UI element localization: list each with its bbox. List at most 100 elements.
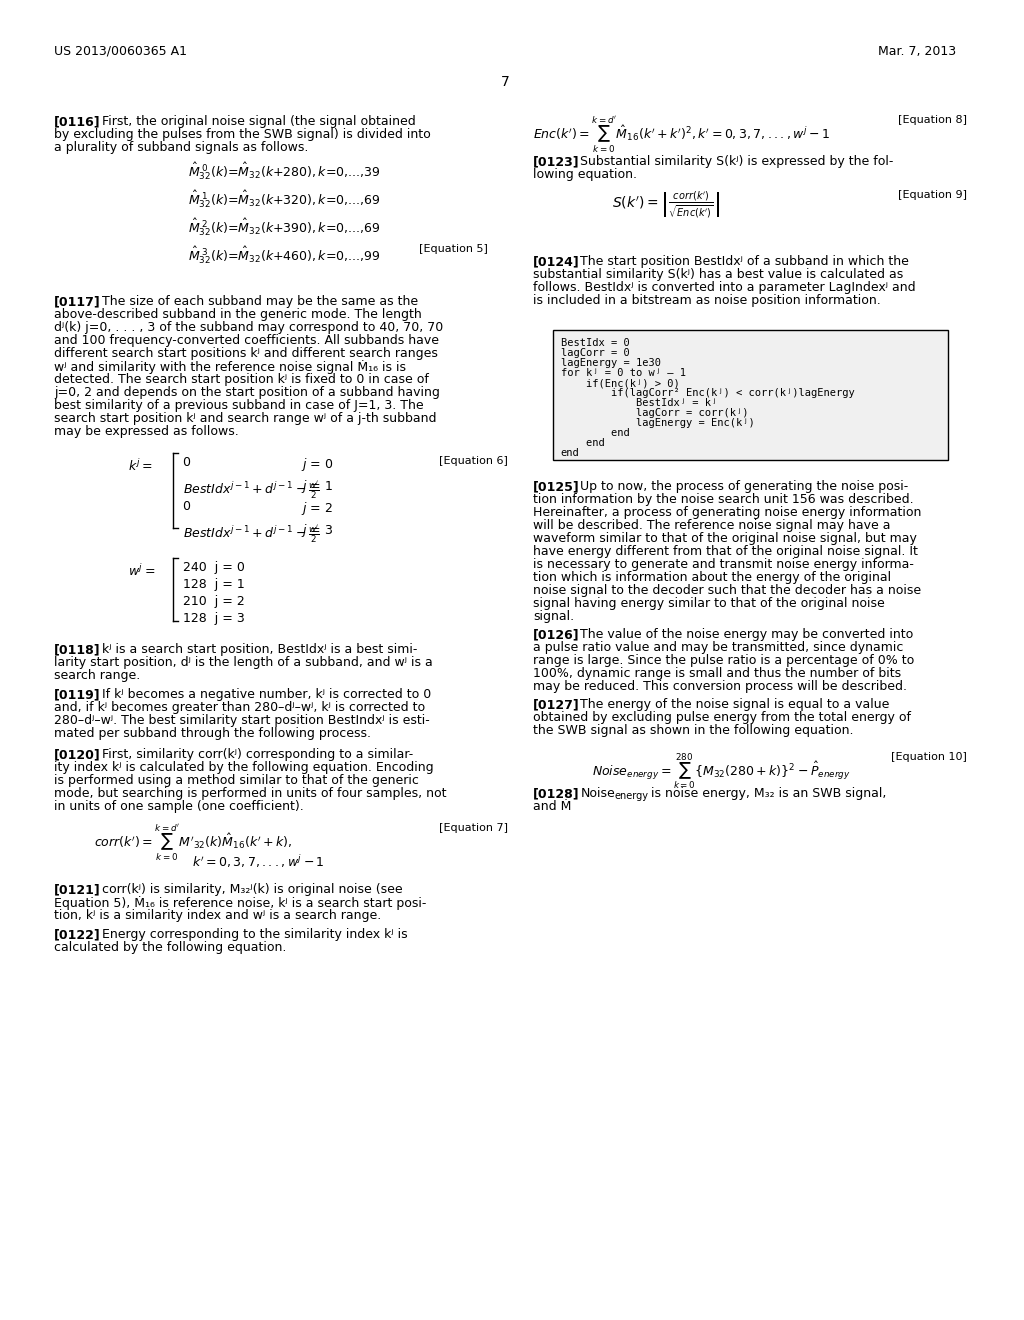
- Text: obtained by excluding pulse energy from the total energy of: obtained by excluding pulse energy from …: [534, 711, 911, 723]
- Text: 0: 0: [182, 500, 190, 513]
- Text: $j$ = 3: $j$ = 3: [301, 521, 333, 539]
- Text: and Ṁ: and Ṁ: [534, 800, 571, 813]
- Text: tion which is information about the energy of the original: tion which is information about the ener…: [534, 572, 891, 583]
- Text: end: end: [560, 428, 630, 438]
- Text: 0: 0: [182, 455, 190, 469]
- Text: a pulse ratio value and may be transmitted, since dynamic: a pulse ratio value and may be transmitt…: [534, 642, 903, 653]
- Text: larity start position, dʲ is the length of a subband, and wʲ is a: larity start position, dʲ is the length …: [54, 656, 433, 669]
- Text: search range.: search range.: [54, 669, 140, 682]
- Text: [0122]: [0122]: [54, 928, 101, 941]
- Text: is included in a bitstream as noise position information.: is included in a bitstream as noise posi…: [534, 294, 881, 308]
- Text: [0127]: [0127]: [534, 698, 580, 711]
- Text: 280–dʲ–wʲ. The best similarity start position BestIndxʲ is esti-: 280–dʲ–wʲ. The best similarity start pos…: [54, 714, 430, 727]
- Text: Noise: Noise: [581, 787, 615, 800]
- Text: 100%, dynamic range is small and thus the number of bits: 100%, dynamic range is small and thus th…: [534, 667, 901, 680]
- Text: mode, but searching is performed in units of four samples, not: mode, but searching is performed in unit…: [54, 787, 446, 800]
- Text: $j$ = 1: $j$ = 1: [301, 478, 333, 495]
- Text: First, the original noise signal (the signal obtained: First, the original noise signal (the si…: [101, 115, 416, 128]
- Text: Hereinafter, a process of generating noise energy information: Hereinafter, a process of generating noi…: [534, 506, 922, 519]
- Text: $j$ = 2: $j$ = 2: [301, 500, 333, 517]
- Text: Up to now, the process of generating the noise posi-: Up to now, the process of generating the…: [581, 480, 908, 492]
- Text: The start position BestIdxʲ of a subband in which the: The start position BestIdxʲ of a subband…: [581, 255, 909, 268]
- Text: $Enc(k') = \sum_{k=0}^{k=d'} \hat{M}_{16}(k'+k')^2, k'=0,3,7,...,w^j-1$: $Enc(k') = \sum_{k=0}^{k=d'} \hat{M}_{16…: [534, 115, 830, 154]
- Text: [Equation 9]: [Equation 9]: [898, 190, 968, 201]
- Text: If kʲ becomes a negative number, kʲ is corrected to 0: If kʲ becomes a negative number, kʲ is c…: [101, 688, 431, 701]
- FancyBboxPatch shape: [553, 330, 947, 459]
- Text: noise signal to the decoder such that the decoder has a noise: noise signal to the decoder such that th…: [534, 583, 922, 597]
- Text: a plurality of subband signals as follows.: a plurality of subband signals as follow…: [54, 141, 308, 154]
- Text: wʲ and similarity with the reference noise signal Ṁ₁₆ is is: wʲ and similarity with the reference noi…: [54, 360, 407, 374]
- Text: Equation 5), Ṁ₁₆ is reference noise, kʲ is a search start posi-: Equation 5), Ṁ₁₆ is reference noise, kʲ …: [54, 896, 427, 909]
- Text: and 100 frequency-converted coefficients. All subbands have: and 100 frequency-converted coefficients…: [54, 334, 439, 347]
- Text: j=0, 2 and depends on the start position of a subband having: j=0, 2 and depends on the start position…: [54, 385, 440, 399]
- Text: $\hat{M}_{32}^{\ 2}(k)$=$\hat{M}_{32}(k$+390$),k$=0,...,69: $\hat{M}_{32}^{\ 2}(k)$=$\hat{M}_{32}(k$…: [187, 216, 380, 238]
- Text: $\hat{M}_{32}^{\ 0}(k)$=$\hat{M}_{32}(k$+280$),k$=0,...,39: $\hat{M}_{32}^{\ 0}(k)$=$\hat{M}_{32}(k$…: [187, 160, 380, 182]
- Text: if(Enc(kʲ) > 0): if(Enc(kʲ) > 0): [560, 378, 679, 388]
- Text: [0128]: [0128]: [534, 787, 580, 800]
- Text: for kʲ = 0 to wʲ – 1: for kʲ = 0 to wʲ – 1: [560, 368, 686, 378]
- Text: 210  j = 2: 210 j = 2: [182, 595, 245, 609]
- Text: is performed using a method similar to that of the generic: is performed using a method similar to t…: [54, 774, 419, 787]
- Text: signal having energy similar to that of the original noise: signal having energy similar to that of …: [534, 597, 885, 610]
- Text: 7: 7: [501, 75, 510, 88]
- Text: search start position kʲ and search range wʲ of a j-th subband: search start position kʲ and search rang…: [54, 412, 437, 425]
- Text: ity index kʲ is calculated by the following equation. Encoding: ity index kʲ is calculated by the follow…: [54, 762, 434, 774]
- Text: The size of each subband may be the same as the: The size of each subband may be the same…: [101, 294, 418, 308]
- Text: 128  j = 1: 128 j = 1: [182, 578, 245, 591]
- Text: and, if kʲ becomes greater than 280–dʲ–wʲ, kʲ is corrected to: and, if kʲ becomes greater than 280–dʲ–w…: [54, 701, 425, 714]
- Text: may be reduced. This conversion process will be described.: may be reduced. This conversion process …: [534, 680, 907, 693]
- Text: BestIdxʲ = kʲ: BestIdxʲ = kʲ: [560, 399, 717, 408]
- Text: different search start positions kʲ and different search ranges: different search start positions kʲ and …: [54, 347, 438, 360]
- Text: The energy of the noise signal is equal to a value: The energy of the noise signal is equal …: [581, 698, 890, 711]
- Text: if(lagCorr² Enc(kʲ) < corr(kʲ)lagEnergy: if(lagCorr² Enc(kʲ) < corr(kʲ)lagEnergy: [560, 388, 854, 399]
- Text: above-described subband in the generic mode. The length: above-described subband in the generic m…: [54, 308, 422, 321]
- Text: corr(kʲ) is similarity, M₃₂ʲ(k) is original noise (see: corr(kʲ) is similarity, M₃₂ʲ(k) is origi…: [101, 883, 402, 896]
- Text: Substantial similarity S(kʲ) is expressed by the fol-: Substantial similarity S(kʲ) is expresse…: [581, 154, 894, 168]
- Text: [0119]: [0119]: [54, 688, 101, 701]
- Text: [0116]: [0116]: [54, 115, 101, 128]
- Text: $w^j =$: $w^j =$: [128, 564, 156, 579]
- Text: [0123]: [0123]: [534, 154, 580, 168]
- Text: $BestIdx^{j-1}+d^{j-1}-\frac{w^j}{2}$: $BestIdx^{j-1}+d^{j-1}-\frac{w^j}{2}$: [182, 478, 319, 500]
- Text: tion, kʲ is a similarity index and wʲ is a search range.: tion, kʲ is a similarity index and wʲ is…: [54, 909, 382, 921]
- Text: dʲ(k) j=0, . . . , 3 of the subband may correspond to 40, 70, 70: dʲ(k) j=0, . . . , 3 of the subband may …: [54, 321, 443, 334]
- Text: calculated by the following equation.: calculated by the following equation.: [54, 941, 287, 954]
- Text: lowing equation.: lowing equation.: [534, 168, 637, 181]
- Text: energy: energy: [615, 791, 649, 801]
- Text: signal.: signal.: [534, 610, 574, 623]
- Text: end: end: [560, 438, 604, 447]
- Text: substantial similarity S(kʲ) has a best value is calculated as: substantial similarity S(kʲ) has a best …: [534, 268, 903, 281]
- Text: $Noise_{energy} = \sum_{k=0}^{280} \{M_{32}(280+k)\}^2 - \hat{P}_{energy}$: $Noise_{energy} = \sum_{k=0}^{280} \{M_{…: [592, 752, 851, 792]
- Text: [0121]: [0121]: [54, 883, 101, 896]
- Text: best similarity of a previous subband in case of J=1, 3. The: best similarity of a previous subband in…: [54, 399, 424, 412]
- Text: Energy corresponding to the similarity index kʲ is: Energy corresponding to the similarity i…: [101, 928, 408, 941]
- Text: [0120]: [0120]: [54, 748, 101, 762]
- Text: [Equation 8]: [Equation 8]: [898, 115, 968, 125]
- Text: [Equation 6]: [Equation 6]: [439, 455, 508, 466]
- Text: 128  j = 3: 128 j = 3: [182, 612, 245, 624]
- Text: lagEnergy = 1e30: lagEnergy = 1e30: [560, 358, 660, 368]
- Text: $k'=0, 3, 7, ..., w^j-1$: $k'=0, 3, 7, ..., w^j-1$: [193, 853, 326, 870]
- Text: is noise energy, M₃₂ is an SWB signal,: is noise energy, M₃₂ is an SWB signal,: [651, 787, 887, 800]
- Text: [Equation 7]: [Equation 7]: [439, 822, 508, 833]
- Text: follows. BestIdxʲ is converted into a parameter LagIndexʲ and: follows. BestIdxʲ is converted into a pa…: [534, 281, 915, 294]
- Text: detected. The search start position kʲ is fixed to 0 in case of: detected. The search start position kʲ i…: [54, 374, 429, 385]
- Text: lagEnergy = Enc(kʲ): lagEnergy = Enc(kʲ): [560, 418, 755, 428]
- Text: [Equation 5]: [Equation 5]: [420, 244, 488, 253]
- Text: may be expressed as follows.: may be expressed as follows.: [54, 425, 239, 438]
- Text: by excluding the pulses from the SWB signal) is divided into: by excluding the pulses from the SWB sig…: [54, 128, 431, 141]
- Text: The value of the noise energy may be converted into: The value of the noise energy may be con…: [581, 628, 913, 642]
- Text: is necessary to generate and transmit noise energy informa-: is necessary to generate and transmit no…: [534, 558, 913, 572]
- Text: have energy different from that of the original noise signal. It: have energy different from that of the o…: [534, 545, 918, 558]
- Text: will be described. The reference noise signal may have a: will be described. The reference noise s…: [534, 519, 891, 532]
- Text: tion information by the noise search unit 156 was described.: tion information by the noise search uni…: [534, 492, 913, 506]
- Text: lagCorr = 0: lagCorr = 0: [560, 348, 630, 358]
- Text: $S(k') = \left|\frac{corr(k')}{\sqrt{Enc(k')}}\right|$: $S(k') = \left|\frac{corr(k')}{\sqrt{Enc…: [612, 190, 721, 222]
- Text: mated per subband through the following process.: mated per subband through the following …: [54, 727, 372, 741]
- Text: First, similarity corr(kʲ) corresponding to a similar-: First, similarity corr(kʲ) corresponding…: [101, 748, 413, 762]
- Text: $corr(k') = \sum_{k=0}^{k=d'} M'_{32}(k)\hat{M}_{16}(k'+k),$: $corr(k') = \sum_{k=0}^{k=d'} M'_{32}(k)…: [94, 822, 292, 863]
- Text: $\hat{M}_{32}^{\ 1}(k)$=$\hat{M}_{32}(k$+320$),k$=0,...,69: $\hat{M}_{32}^{\ 1}(k)$=$\hat{M}_{32}(k$…: [187, 187, 380, 210]
- Text: lagCorr = corr(kʲ): lagCorr = corr(kʲ): [560, 408, 749, 418]
- Text: $j$ = 0: $j$ = 0: [301, 455, 334, 473]
- Text: $\hat{M}_{32}^{\ 3}(k)$=$\hat{M}_{32}(k$+460$),k$=0,...,99: $\hat{M}_{32}^{\ 3}(k)$=$\hat{M}_{32}(k$…: [187, 244, 380, 265]
